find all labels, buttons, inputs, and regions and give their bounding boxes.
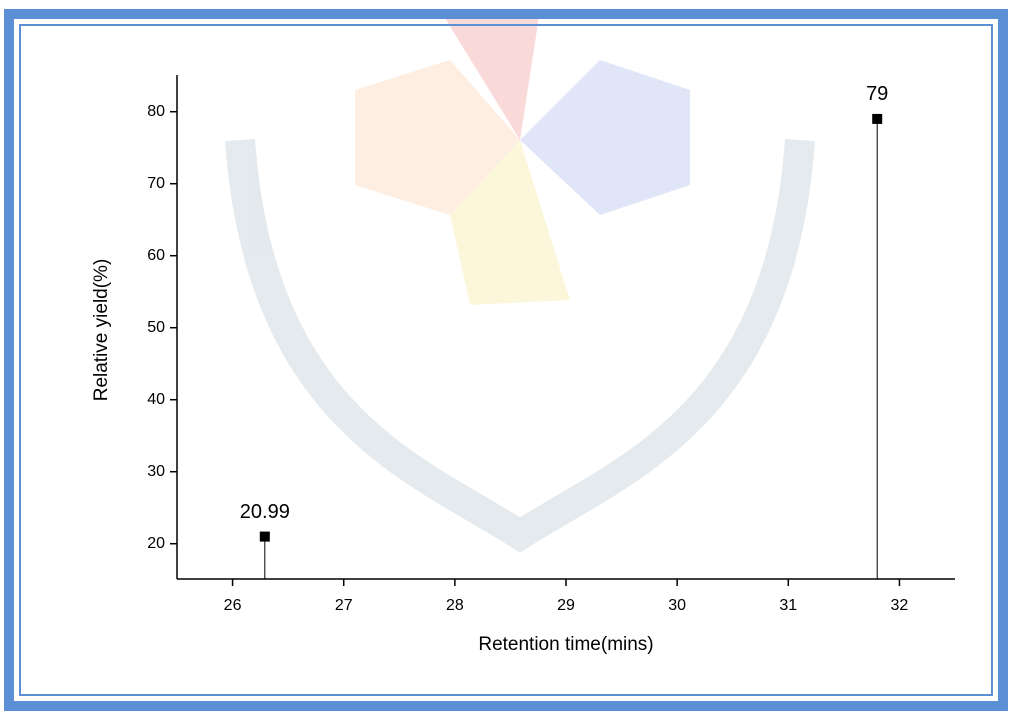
page: Retention time(mins) Relative yield(%) 2… (0, 0, 1012, 713)
y-tick-label: 60 (147, 247, 165, 264)
x-tick-label: 29 (557, 597, 575, 614)
point (260, 532, 270, 542)
x-tick-label: 27 (335, 597, 353, 614)
y-tick-label: 50 (147, 319, 165, 336)
y-tick-label: 30 (147, 463, 165, 480)
y-tick-label: 40 (147, 391, 165, 408)
y-tick-label: 80 (147, 103, 165, 120)
x-axis-title: Retention time(mins) (478, 634, 653, 655)
x-tick-label: 30 (668, 597, 686, 614)
x-tick-label: 26 (224, 597, 242, 614)
point (872, 114, 882, 124)
data-label: 79 (866, 83, 888, 105)
x-tick-label: 28 (446, 597, 464, 614)
y-axis-title: Relative yield(%) (91, 259, 112, 402)
y-tick-label: 20 (147, 535, 165, 552)
chart: Retention time(mins) Relative yield(%) 2… (0, 0, 1012, 713)
x-tick-label: 31 (779, 597, 797, 614)
x-tick-label: 32 (891, 597, 909, 614)
y-tick-label: 70 (147, 175, 165, 192)
data-label: 20.99 (240, 501, 290, 523)
